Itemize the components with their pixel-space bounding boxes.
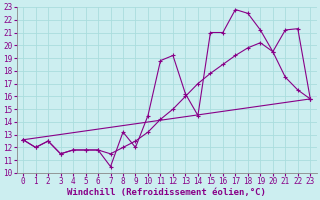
X-axis label: Windchill (Refroidissement éolien,°C): Windchill (Refroidissement éolien,°C) <box>67 188 266 197</box>
